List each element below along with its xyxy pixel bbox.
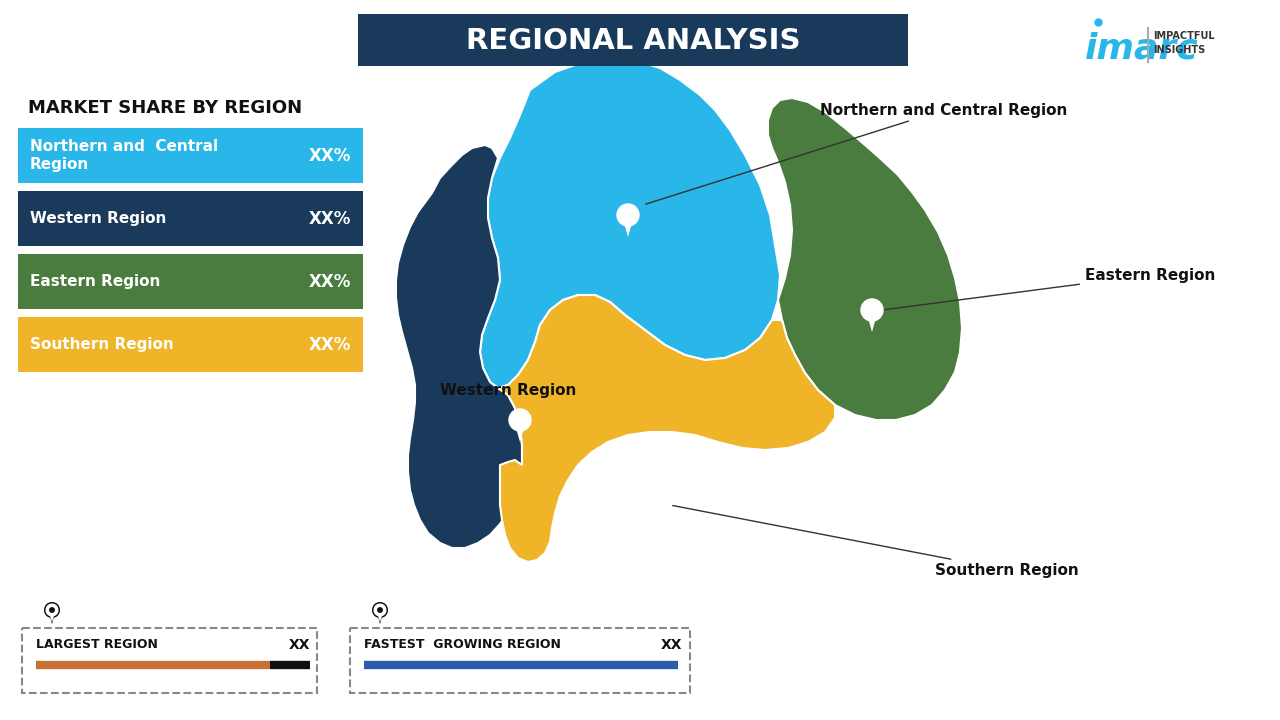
Circle shape	[372, 603, 388, 617]
Circle shape	[861, 299, 883, 321]
Polygon shape	[515, 423, 525, 442]
Text: Eastern Region: Eastern Region	[29, 274, 160, 289]
Polygon shape	[768, 98, 963, 420]
Polygon shape	[498, 295, 835, 562]
Circle shape	[46, 604, 58, 616]
Text: XX%: XX%	[308, 210, 351, 228]
Text: XX: XX	[288, 638, 310, 652]
Circle shape	[516, 416, 524, 423]
FancyBboxPatch shape	[358, 14, 908, 66]
Circle shape	[509, 409, 531, 431]
Text: LARGEST REGION: LARGEST REGION	[36, 639, 157, 652]
Text: IMPACTFUL: IMPACTFUL	[1153, 31, 1215, 41]
Polygon shape	[515, 423, 525, 440]
Polygon shape	[622, 217, 634, 235]
Circle shape	[863, 301, 881, 319]
Polygon shape	[376, 612, 383, 624]
Polygon shape	[622, 217, 634, 237]
Text: XX: XX	[660, 638, 682, 652]
Polygon shape	[867, 312, 877, 332]
Text: imarc: imarc	[1085, 31, 1198, 65]
FancyBboxPatch shape	[18, 317, 364, 372]
Polygon shape	[654, 492, 666, 510]
FancyBboxPatch shape	[349, 628, 690, 693]
Polygon shape	[376, 612, 383, 622]
Polygon shape	[654, 492, 666, 512]
Circle shape	[45, 603, 59, 617]
Text: XX%: XX%	[308, 336, 351, 354]
Text: REGIONAL ANALYSIS: REGIONAL ANALYSIS	[466, 27, 800, 55]
Circle shape	[617, 204, 639, 226]
Text: Northern and Central Region: Northern and Central Region	[645, 102, 1068, 204]
Circle shape	[374, 604, 385, 616]
Circle shape	[657, 487, 663, 494]
Text: XX%: XX%	[308, 272, 351, 290]
Circle shape	[868, 307, 876, 314]
Circle shape	[625, 212, 631, 219]
Circle shape	[652, 481, 669, 499]
Circle shape	[620, 206, 637, 224]
Polygon shape	[49, 612, 55, 624]
Circle shape	[378, 608, 383, 612]
Polygon shape	[480, 60, 780, 388]
FancyBboxPatch shape	[18, 128, 364, 183]
Polygon shape	[867, 312, 877, 330]
Circle shape	[511, 411, 529, 429]
Text: FASTEST  GROWING REGION: FASTEST GROWING REGION	[364, 639, 561, 652]
Polygon shape	[396, 145, 522, 548]
Text: Southern Region: Southern Region	[29, 337, 174, 352]
Text: INSIGHTS: INSIGHTS	[1153, 45, 1206, 55]
Text: MARKET SHARE BY REGION: MARKET SHARE BY REGION	[28, 99, 302, 117]
Text: Western Region: Western Region	[440, 382, 576, 397]
Text: Western Region: Western Region	[29, 211, 166, 226]
FancyBboxPatch shape	[18, 191, 364, 246]
Text: Southern Region: Southern Region	[673, 505, 1079, 577]
Text: XX%: XX%	[308, 146, 351, 164]
Text: Northern and  Central
Region: Northern and Central Region	[29, 139, 218, 171]
Polygon shape	[49, 612, 55, 622]
FancyBboxPatch shape	[18, 254, 364, 309]
Text: Eastern Region: Eastern Region	[884, 268, 1216, 310]
FancyBboxPatch shape	[22, 628, 317, 693]
Circle shape	[50, 608, 54, 612]
Circle shape	[649, 479, 671, 501]
